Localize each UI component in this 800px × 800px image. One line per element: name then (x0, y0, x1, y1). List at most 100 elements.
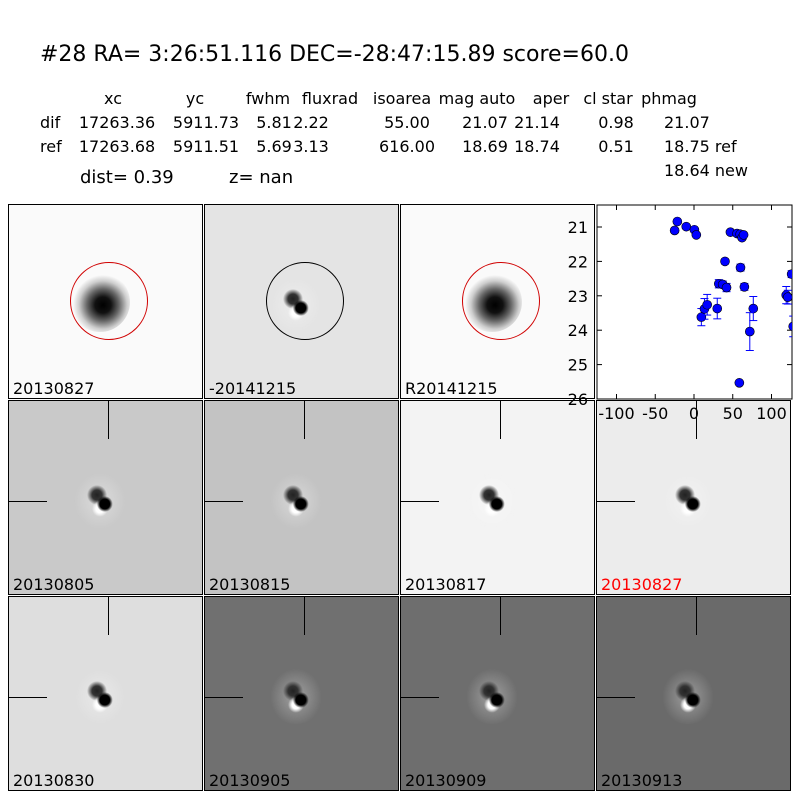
aperture-circle (266, 262, 344, 340)
y-tick-label: 25 (568, 356, 588, 375)
source-blob (69, 663, 130, 724)
table-cell: 5.81 (256, 113, 292, 132)
stamp-panel: 20130817 (400, 400, 595, 595)
data-point (712, 303, 723, 314)
stamp-date-label: 20130817 (405, 575, 487, 594)
stamp-date-label: 20130913 (601, 771, 683, 790)
table-cell: 5.69 (256, 137, 292, 156)
source-blob (461, 467, 522, 528)
crosshair-line (696, 597, 697, 635)
data-point (739, 282, 750, 292)
column-header: phmag (641, 89, 697, 108)
table-cell: 0.98 (598, 113, 634, 132)
y-tick-label: 24 (568, 321, 588, 340)
stamp-date-label: 20130827 (13, 379, 95, 398)
crosshair-line (500, 597, 501, 635)
stamp-panel: 20130815 (204, 400, 399, 595)
table-cell: 21.14 (514, 113, 560, 132)
data-point (672, 216, 683, 227)
stamp-panel: 20130905 (204, 596, 399, 791)
source-blob (265, 467, 326, 528)
crosshair-line (500, 401, 501, 439)
data-point (691, 230, 702, 240)
stamp-panel: 20130827 (596, 400, 791, 595)
table-cell: 18.74 (514, 137, 560, 156)
data-point (782, 292, 792, 302)
table-cell: 21.07 (664, 113, 710, 132)
table-cell: 3.13 (293, 137, 329, 156)
stamp-panel: 20130827 (8, 204, 203, 399)
column-header: xc (104, 89, 122, 108)
y-tick-label: 23 (568, 287, 588, 306)
stamp-date-label: 20130815 (209, 575, 291, 594)
column-header: fluxrad (301, 89, 359, 108)
crosshair-line (304, 597, 305, 635)
x-tick-label: -50 (642, 404, 668, 423)
table-cell: 5911.73 (172, 113, 240, 132)
data-point (721, 282, 732, 293)
crosshair-line (401, 501, 439, 502)
phmag-new: 18.64 new (664, 161, 748, 180)
y-tick-label: 22 (568, 252, 588, 271)
stamp-date-label: 20130805 (13, 575, 95, 594)
crosshair-line (205, 697, 243, 698)
stamp-panel: R20141215 (400, 204, 595, 399)
table-cell: 5911.51 (172, 137, 240, 156)
figure-title: #28 RA= 3:26:51.116 DEC=-28:47:15.89 sco… (40, 42, 629, 67)
row-label: ref (40, 137, 62, 156)
stamp-panel: 20130913 (596, 596, 791, 791)
crosshair-line (205, 501, 243, 502)
crosshair-line (304, 401, 305, 439)
table-cell: 21.07 (462, 113, 508, 132)
aperture-circle (70, 262, 148, 340)
table-cell: 2.22 (293, 113, 329, 132)
column-header: cl star (583, 89, 633, 108)
y-tick-label: 21 (568, 218, 588, 237)
column-header: mag auto (438, 89, 516, 108)
table-cell: 0.51 (598, 137, 634, 156)
source-blob (265, 663, 326, 724)
stamp-panel: 20130805 (8, 400, 203, 595)
table-cell: 17263.68 (78, 137, 156, 156)
crosshair-line (597, 697, 635, 698)
y-tick-label: 26 (568, 390, 588, 409)
data-point (681, 221, 692, 232)
stamp-date-label: 20130905 (209, 771, 291, 790)
stamp-date-label: 20130909 (405, 771, 487, 790)
crosshair-line (108, 401, 109, 439)
table-cell: 18.75 ref (664, 137, 737, 156)
column-header: yc (185, 89, 205, 108)
data-point (786, 269, 792, 279)
stamp-date-label: 20130827 (601, 575, 683, 594)
table-cell: 55.00 (384, 113, 430, 132)
source-blob (657, 467, 718, 528)
crosshair-line (9, 697, 47, 698)
crosshair-line (9, 501, 47, 502)
column-header: fwhm (245, 89, 291, 108)
stamp-date-label: R20141215 (405, 379, 498, 398)
table-cell: 17263.36 (78, 113, 156, 132)
data-point (788, 321, 792, 332)
data-point (669, 225, 680, 236)
data-point (702, 299, 712, 310)
data-point (738, 230, 749, 240)
row-label: dif (40, 113, 61, 132)
crosshair-line (401, 697, 439, 698)
source-blob (461, 663, 522, 724)
stamp-date-label: 20130830 (13, 771, 95, 790)
aperture-circle (462, 262, 540, 340)
stamp-panel: 20130909 (400, 596, 595, 791)
x-tick-label: -100 (598, 404, 634, 423)
stamp-date-label: -20141215 (209, 379, 297, 398)
data-point (720, 256, 730, 267)
source-blob (657, 663, 718, 724)
data-point (735, 262, 746, 273)
data-point (734, 378, 745, 388)
x-tick-label: 0 (689, 404, 699, 423)
column-header: isoarea (372, 89, 432, 108)
crosshair-line (696, 401, 697, 439)
x-tick-label: 50 (723, 404, 743, 423)
table-cell: 616.00 (379, 137, 435, 156)
table-cell: 18.69 (462, 137, 508, 156)
